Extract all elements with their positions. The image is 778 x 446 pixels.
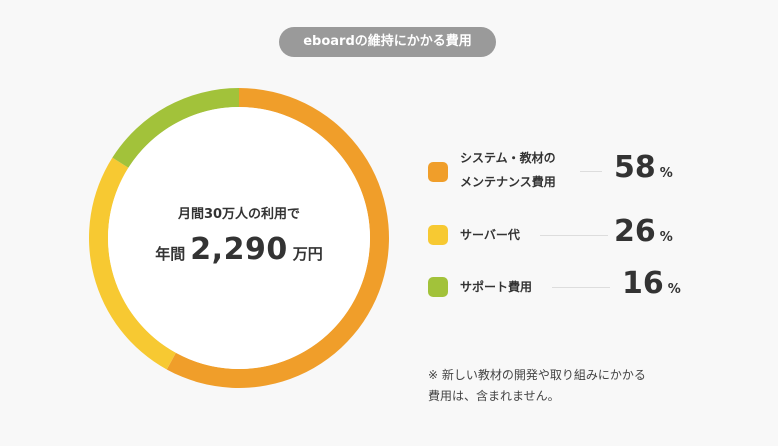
legend-label-support: サポート費用 (460, 280, 533, 294)
legend-swatch-server (428, 225, 448, 245)
center-amount: 2,290 (190, 232, 288, 267)
legend-leader-support (552, 287, 610, 288)
legend-percent-maintenance: 58 (614, 150, 656, 185)
center-label: 月間30万人の利用で (177, 207, 301, 222)
legend-unit-support: % (667, 282, 681, 297)
legend-label-server: サーバー代 (460, 228, 520, 242)
legend-leader-maintenance (580, 171, 602, 172)
chart-title: eboardの維持にかかる費用 (279, 27, 496, 57)
legend-item-server: サーバー代 26% (428, 214, 688, 254)
legend-swatch-maintenance (428, 162, 448, 182)
slice-server (88, 157, 176, 370)
legend-label-maintenance-line1: システム・教材の (460, 151, 556, 165)
legend-item-support: サポート費用 16% (428, 266, 688, 306)
legend-leader-server (540, 235, 608, 236)
slice-support (112, 88, 239, 168)
footnote: ※ 新しい教材の開発や取り組みにかかる 費用は、含まれません。 (428, 365, 728, 407)
legend-swatch-support (428, 277, 448, 297)
center-unit: 万円 (292, 245, 323, 263)
legend-percent-server: 26 (614, 214, 656, 249)
center-total: 年間 2,290 万円 (139, 232, 339, 267)
legend-item-maintenance: システム・教材の メンテナンス費用 58% (428, 146, 688, 189)
legend-value-maintenance: 58% (614, 150, 673, 185)
donut-center (108, 107, 370, 369)
legend-label-maintenance-line2: メンテナンス費用 (460, 175, 556, 189)
legend-percent-support: 16 (622, 266, 664, 301)
legend-value-server: 26% (614, 214, 673, 249)
legend-value-support: 16% (622, 266, 681, 301)
center-prefix: 年間 (155, 245, 186, 263)
footnote-line1: ※ 新しい教材の開発や取り組みにかかる (428, 368, 646, 382)
legend-unit-server: % (659, 230, 673, 245)
legend-unit-maintenance: % (659, 166, 673, 181)
footnote-line2: 費用は、含まれません。 (428, 389, 560, 403)
